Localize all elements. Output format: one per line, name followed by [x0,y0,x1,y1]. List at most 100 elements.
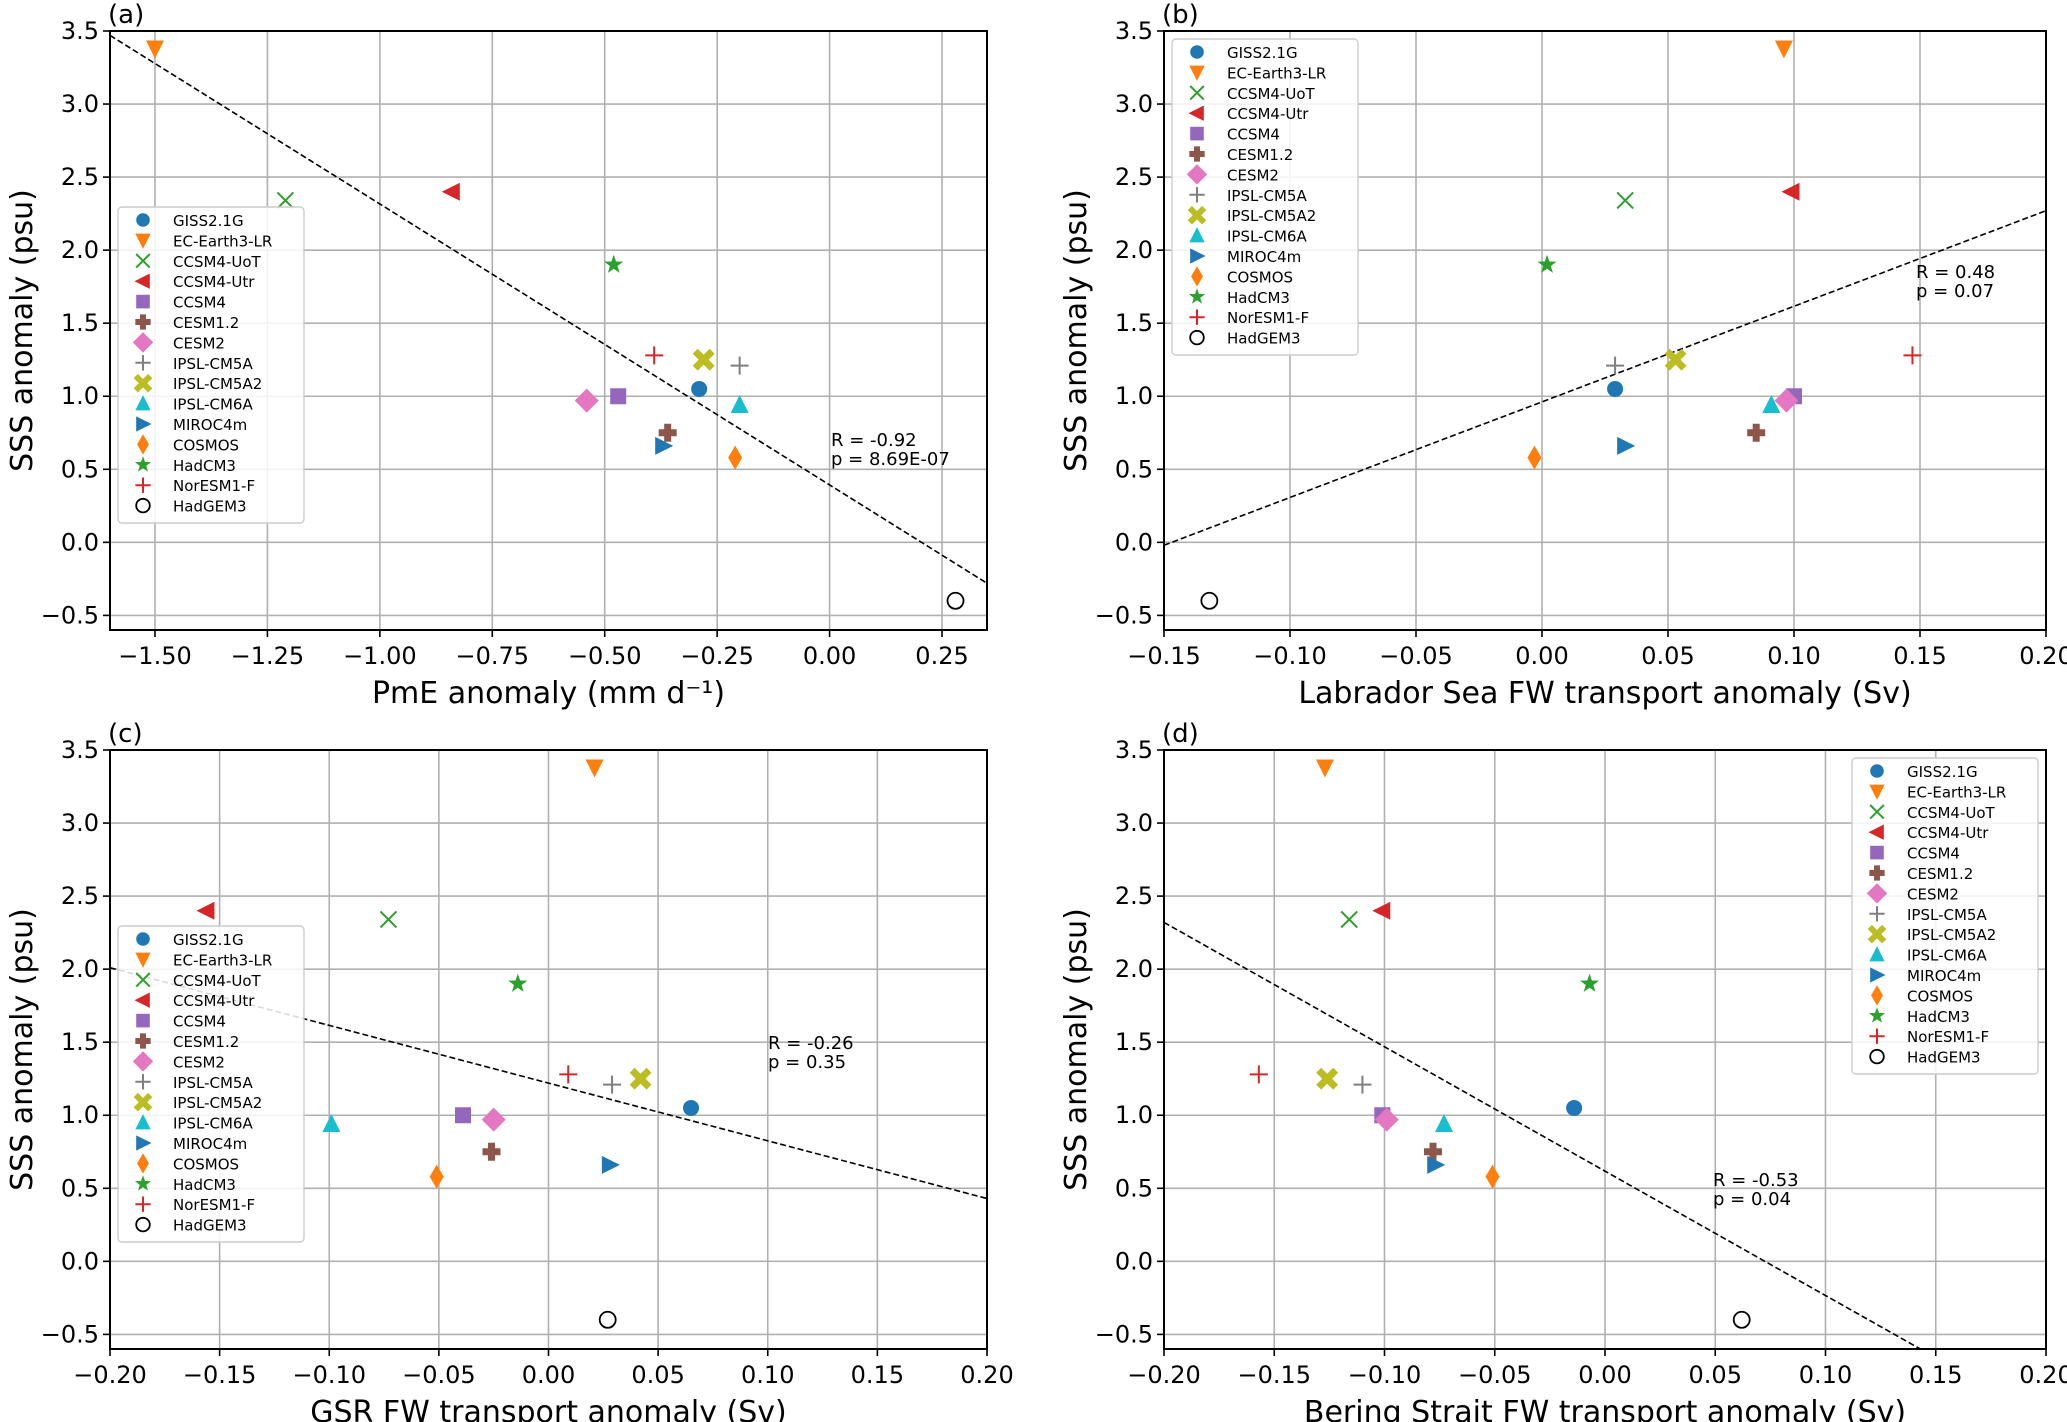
legend-marker-icon [1866,883,1888,904]
legend-item: NorESM1-F [1189,309,1309,327]
legend-label: CCSM4-Utr [173,273,255,291]
legend-label: IPSL-CM6A [1907,947,1987,965]
legend-marker-icon [1868,1007,1886,1023]
data-point [730,395,749,414]
data-point [1762,395,1781,414]
axes-frame [1163,30,2047,631]
legend-label: CESM1.2 [1907,865,1973,883]
y-tick-label: 2.0 [1115,236,1153,264]
legend-item: IPSL-CM5A2 [1867,924,1996,944]
legend-label: CCSM4 [1227,126,1280,144]
legend-item: CESM1.2 [1189,146,1293,164]
y-tick-label: 0.0 [61,528,99,556]
data-point [1566,1099,1583,1116]
legend-item: GISS2.1G [1190,44,1298,62]
legend-label: IPSL-CM5A [1907,906,1987,924]
legend-marker-icon [137,434,149,455]
legend-marker-icon [1189,227,1205,243]
legend-item: NorESM1-F [135,477,255,495]
data-point [730,356,749,375]
legend-marker-icon [135,314,151,330]
legend-marker-icon [136,1013,150,1028]
legend-marker-icon [1870,967,1886,983]
data-point [559,1065,578,1084]
legend-label: IPSL-CM5A2 [1227,207,1316,225]
data-points [196,759,700,1329]
legend-item: CCSM4-Utr [134,273,255,291]
legend-label: COSMOS [173,1155,239,1173]
data-point [610,388,627,405]
legend-marker-icon [1189,329,1205,346]
x-tick-label: −0.10 [1348,1361,1422,1389]
legend-marker-icon [136,213,150,227]
legend-item: NorESM1-F [135,1196,255,1214]
x-tick-label: 0.05 [1641,642,1694,670]
legend-marker-icon [135,1216,151,1233]
data-point [1353,1075,1372,1094]
x-tick-label: 0.10 [1799,1361,1852,1389]
legend-box [117,206,305,524]
data-point [1527,445,1542,470]
legend-marker-icon [135,233,151,249]
legend-item: HadCM3 [134,456,236,475]
legend-item: IPSL-CM5A [135,355,253,373]
legend-marker-icon [1870,764,1884,778]
legend-marker-icon [1869,804,1885,820]
data-point [603,1075,622,1094]
legend-item: CESM1.2 [135,314,239,332]
legend-item: GISS2.1G [136,931,244,949]
legend-marker-icon [1191,266,1203,287]
regression-line [110,34,987,584]
data-point [1747,423,1766,442]
legend-label: CESM2 [1227,166,1279,184]
legend-label: IPSL-CM5A [173,355,253,373]
legend-label: CCSM4-UoT [1907,804,1996,822]
legend-label: HadCM3 [1907,1008,1970,1026]
legend-marker-icon [1871,985,1883,1006]
y-tick-label: 1.0 [1115,382,1153,410]
legend-item: IPSL-CM5A [135,1074,253,1092]
panel-label: (c) [108,719,143,749]
data-point [1774,388,1799,413]
legend-label: IPSL-CM6A [173,396,253,414]
legend-label: CCSM4 [173,1013,226,1031]
legend-label: MIROC4m [1907,967,1981,985]
x-tick-label: 0.10 [741,1361,794,1389]
legend-label: CESM1.2 [173,314,239,332]
legend-label: IPSL-CM5A [1227,187,1307,205]
legend-item: CESM2 [132,1051,225,1072]
x-tick-label: −0.15 [183,1361,257,1389]
legend-marker-icon [1189,309,1205,325]
legend-item: CESM1.2 [135,1033,239,1051]
x-tick-label: 0.00 [803,642,856,670]
legend-label: IPSL-CM5A [173,1074,253,1092]
legend-marker-icon [135,253,151,269]
legend-item: NorESM1-F [1869,1028,1989,1046]
legend-item: COSMOS [1191,266,1293,287]
x-tick-label: 0.15 [1909,1361,1962,1389]
y-tick-label: 3.5 [61,736,99,764]
data-point [1424,1142,1443,1161]
legend-marker-icon [1869,946,1885,962]
data-point [1200,591,1219,610]
legend-label: CCSM4 [1907,845,1960,863]
y-tick-label: 2.5 [61,163,99,191]
legend-marker-icon [135,355,151,371]
x-tick-label: 0.15 [851,1361,904,1389]
data-point [1732,1310,1751,1329]
x-tick-label: 0.25 [915,642,968,670]
panel-label: (a) [108,0,144,30]
legend-marker-icon [135,1033,151,1049]
legend-item: IPSL-CM5A2 [1187,205,1316,225]
legend-label: CESM2 [1907,885,1959,903]
legend-item: MIROC4m [1870,967,1981,985]
legend-marker-icon [135,952,151,968]
y-tick-label: 0.0 [1115,1247,1153,1275]
correlation-p-text: p = 8.69E-07 [831,449,950,470]
panel-b: −0.15 −0.10 −0.05 0.00 0.05 0.10 0.15 0.20 −0.5 0… [1059,0,2067,711]
legend-item: HadGEM3 [1189,329,1301,348]
legend-label: CCSM4-Utr [1907,824,1989,842]
legend-label: MIROC4m [1227,248,1301,266]
legend-label: CCSM4-Utr [173,992,255,1010]
legend-marker-icon [1188,105,1204,121]
